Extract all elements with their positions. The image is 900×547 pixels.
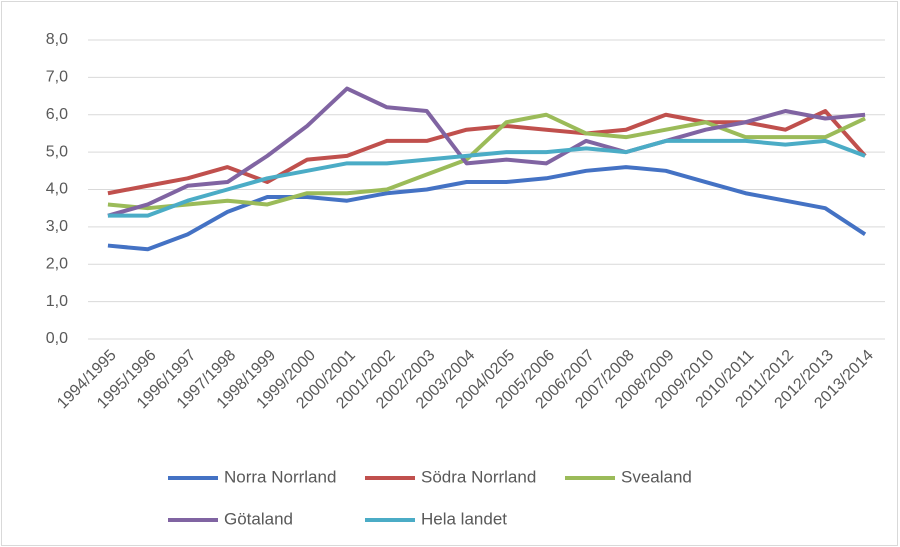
series-line xyxy=(107,138,866,218)
y-tick-label: 7,0 xyxy=(46,69,68,86)
series-line xyxy=(107,86,866,218)
y-tick-label: 1,0 xyxy=(46,293,68,310)
y-tick-label: 4,0 xyxy=(46,181,68,198)
legend-label: Norra Norrland xyxy=(224,467,336,486)
y-tick-label: 0,0 xyxy=(46,330,68,347)
legend-label: Svealand xyxy=(621,467,692,486)
y-tick-label: 5,0 xyxy=(46,143,68,160)
y-tick-label: 8,0 xyxy=(46,31,68,48)
series-line xyxy=(107,112,866,211)
series-line xyxy=(107,165,867,252)
y-tick-label: 3,0 xyxy=(46,218,68,235)
y-tick-label: 6,0 xyxy=(46,106,68,123)
legend-label: Götaland xyxy=(224,509,293,528)
legend-label: Södra Norrland xyxy=(421,467,536,486)
y-tick-label: 2,0 xyxy=(46,255,68,272)
legend-label: Hela landet xyxy=(421,509,507,528)
